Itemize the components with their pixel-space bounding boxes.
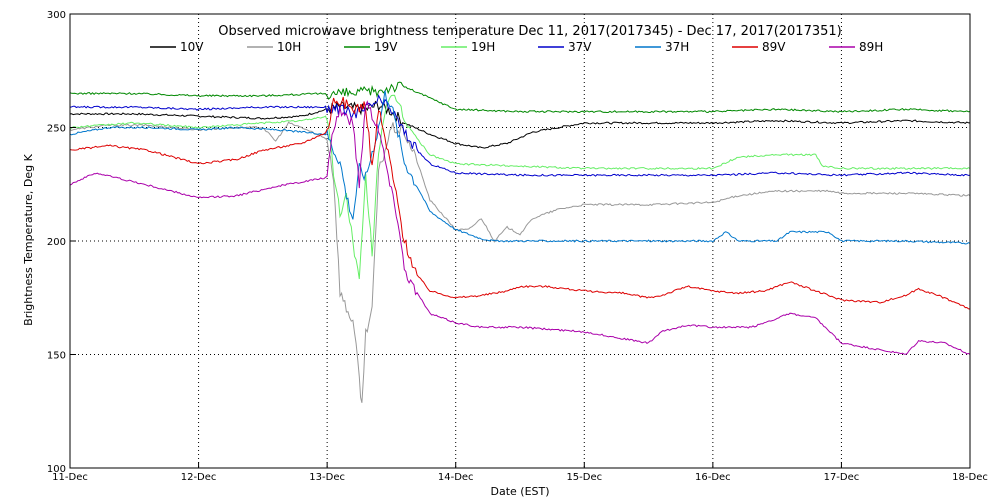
y-axis-label: Brightness Temperature, Deg K xyxy=(22,153,35,325)
y-tick-label-1: 150 xyxy=(47,351,66,362)
legend-label-37H: 37H xyxy=(665,40,689,54)
x-tick-label-1: 12-Dec xyxy=(181,472,217,483)
y-tick-label-0: 100 xyxy=(47,464,66,475)
x-tick-label-5: 16-Dec xyxy=(695,472,731,483)
y-tick-label-2: 200 xyxy=(47,237,66,248)
series-line-37H xyxy=(69,90,971,245)
x-tick-label-0: 11-Dec xyxy=(52,472,88,483)
x-axis-label: Date (EST) xyxy=(490,485,549,498)
series-lines xyxy=(69,81,971,403)
y-tick-label-4: 300 xyxy=(47,10,66,21)
x-tick-label-6: 17-Dec xyxy=(824,472,860,483)
legend-label-10H: 10H xyxy=(277,40,301,54)
series-line-10V xyxy=(69,100,971,149)
legend: 10V 10H 19V 19H 37V 37H 89V 89H xyxy=(150,40,883,54)
series-line-19V xyxy=(69,81,971,114)
legend-label-19V: 19V xyxy=(374,40,398,54)
series-line-89H xyxy=(69,100,971,355)
y-tick-label-3: 250 xyxy=(47,124,66,135)
x-tick-label-3: 14-Dec xyxy=(438,472,474,483)
legend-label-10V: 10V xyxy=(180,40,204,54)
series-line-37V xyxy=(69,94,971,177)
x-tick-label-2: 13-Dec xyxy=(309,472,345,483)
series-line-19H xyxy=(69,94,971,280)
legend-label-89V: 89V xyxy=(762,40,786,54)
legend-label-37V: 37V xyxy=(568,40,592,54)
x-tick-label-7: 18-Dec xyxy=(952,472,988,483)
legend-label-89H: 89H xyxy=(859,40,883,54)
legend-label-19H: 19H xyxy=(471,40,495,54)
series-line-89V xyxy=(69,96,971,310)
axis-ticks: 11-Dec 12-Dec 13-Dec 14-Dec 15-Dec 16-Dec 17-D… xyxy=(47,10,988,483)
chart-title: Observed microwave brightness temperatur… xyxy=(218,24,842,39)
x-tick-label-4: 15-Dec xyxy=(566,472,602,483)
